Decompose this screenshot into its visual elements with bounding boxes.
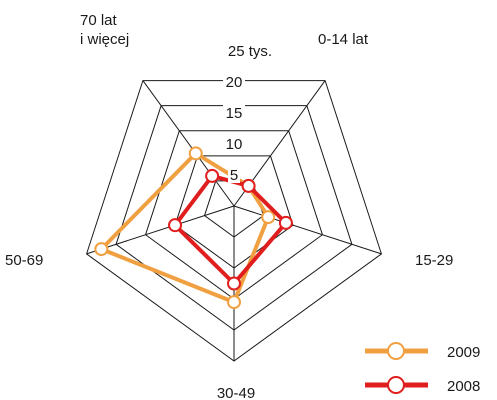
series-point-2009-2 <box>227 295 241 310</box>
tick-label: 25 tys. <box>228 43 272 60</box>
legend-marker-2009 <box>387 342 405 360</box>
tick-labels: 5 10 15 20 25 tys. <box>222 43 278 184</box>
grid-ring-3 <box>115 105 353 331</box>
legend-label-2009: 2009 <box>447 344 480 361</box>
series-layer <box>94 146 293 310</box>
series-point-2008-1 <box>278 215 293 230</box>
series-point-2009-1 <box>261 210 276 225</box>
series-line-2008 <box>173 173 288 286</box>
axis-label: 70 lat i więcej <box>80 12 129 48</box>
legend-label-2008: 2008 <box>447 378 480 395</box>
series-point-2009-3 <box>94 242 109 257</box>
series-point-2008-3 <box>168 218 183 233</box>
tick-label: 20 <box>226 74 243 91</box>
series-line-2009 <box>99 151 271 305</box>
axis-spoke-3 <box>86 205 235 255</box>
axis-label: 0-14 lat <box>318 31 369 48</box>
axis-label: 30-49 <box>217 385 255 400</box>
axis-spoke-4 <box>142 80 235 207</box>
tick-label-bg <box>223 105 245 121</box>
series-point-2009-4 <box>188 146 203 161</box>
tick-label: 5 <box>230 167 238 184</box>
axis-spoke-1 <box>233 205 382 255</box>
grid-ring-2 <box>144 130 324 300</box>
legend: 2009 2008 <box>365 342 480 395</box>
axis-label: 50-69 <box>5 252 43 269</box>
tick-label: 15 <box>226 105 243 122</box>
grid-ring-4 <box>85 80 383 362</box>
tick-label-bg <box>222 43 278 59</box>
tick-label-bg <box>223 74 245 90</box>
axis-labels: 0-14 lat 15-29 30-49 50-69 70 lat i więcej <box>5 12 453 400</box>
tick-label-bg <box>223 136 245 152</box>
tick-label-bg <box>228 167 240 183</box>
legend-marker-2008 <box>387 376 405 394</box>
axis-label: 15-29 <box>415 252 453 269</box>
series-point-2008-2 <box>227 276 241 291</box>
series-point-2008-4 <box>205 168 220 183</box>
series-point-2008-0 <box>241 178 256 193</box>
grid-ring-1 <box>174 155 294 269</box>
tick-label: 10 <box>226 136 243 153</box>
